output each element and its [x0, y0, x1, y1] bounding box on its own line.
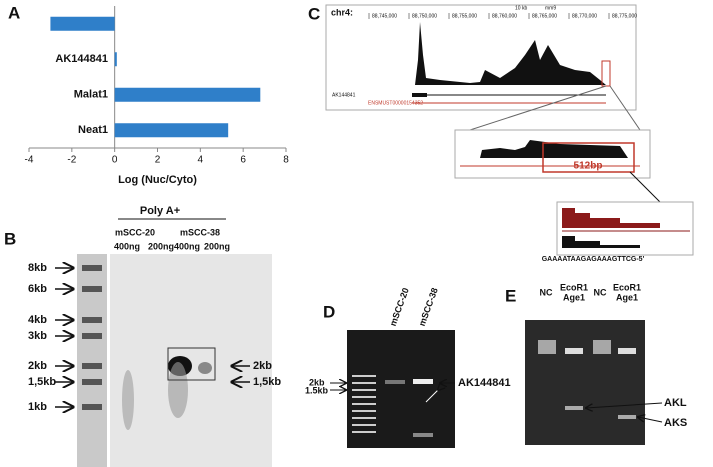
northern-blot [110, 254, 272, 467]
transcript-label: ENSMUST00000154352 [368, 100, 423, 106]
sample-label: mSCC-20 [115, 227, 155, 237]
bar [114, 123, 229, 138]
x-axis-label: Log (Nuc/Cyto) [118, 174, 197, 186]
panel-label: C [308, 4, 320, 23]
x-tick-label: 2 [155, 155, 161, 166]
y-tick-label: Neat1 [78, 124, 108, 136]
x-tick-label: 6 [240, 155, 246, 166]
agarose-gel [525, 320, 645, 445]
x-tick-label: 0 [112, 155, 118, 166]
y-tick-label: Malat1 [74, 89, 108, 101]
blot-smear [122, 370, 134, 430]
zoom-line [629, 171, 661, 203]
panel-d: D mSCC-20 mSCC-38 2kb 1.5kb AK144841 [305, 286, 511, 448]
x-tick-label: 4 [198, 155, 204, 166]
position-label: 88,750,000 [412, 13, 437, 19]
highlight-box [542, 142, 635, 173]
ladder-label: 1,5kb [28, 376, 56, 388]
bar [114, 52, 117, 67]
amount-label: 200ng [148, 241, 174, 251]
amount-label: 400ng [114, 241, 140, 251]
ladder-label: 4kb [28, 314, 47, 326]
genome-browser [325, 4, 637, 111]
lane-label: mSCC-38 [417, 286, 440, 327]
chrom-label: chr4: [331, 7, 353, 17]
band-label: AK144841 [458, 377, 511, 389]
x-tick-label: -4 [25, 155, 34, 166]
exon [412, 93, 427, 97]
gel-bands [538, 340, 636, 419]
panel-label: D [323, 302, 335, 321]
detail-track [562, 208, 660, 228]
blot-smear [168, 362, 188, 418]
zoom-line [609, 85, 641, 131]
band-label: AKS [664, 417, 687, 429]
ladder-label: 1kb [28, 401, 47, 413]
x-tick-label: 8 [283, 155, 289, 166]
panel-label: A [8, 3, 20, 22]
position-label: 88,745,000 [372, 13, 397, 19]
blot-band [198, 362, 212, 374]
sample-label: mSCC-38 [180, 227, 220, 237]
lane-label: Age1 [563, 292, 585, 302]
lane-label: NC [540, 287, 553, 297]
sequence-label: GAAAATAAGAGAAAGTTCG-5' [542, 256, 645, 263]
x-tick-label: -2 [67, 155, 76, 166]
panel-label: B [4, 229, 16, 248]
group-label: Poly A+ [140, 205, 180, 217]
position-label: 88,775,000 [612, 13, 637, 19]
band-label: AKL [664, 397, 687, 409]
gel-band [413, 433, 433, 437]
position-label: 88,755,000 [452, 13, 477, 19]
lane-label: Age1 [616, 292, 638, 302]
zoom-label: 512bp [574, 161, 603, 172]
ladder-bands [82, 265, 102, 410]
position-label: 88,760,000 [492, 13, 517, 19]
amount-label: 200ng [204, 241, 230, 251]
ladder-lane [77, 254, 107, 467]
panel-b: B Poly A+ mSCC-20 mSCC-38 400ng 200ng 40… [4, 205, 281, 467]
amount-label: 400ng [174, 241, 200, 251]
gene-label: AK144841 [332, 92, 356, 98]
lane-label: EcoR1 [560, 282, 588, 292]
position-label: 88,770,000 [572, 13, 597, 19]
bar [114, 87, 261, 102]
arrow [638, 417, 663, 423]
panel-label: E [505, 286, 516, 305]
zoom-coverage [480, 140, 628, 158]
ladder-label: 3kb [28, 330, 47, 342]
lane-label: EcoR1 [613, 282, 641, 292]
position-label: 88,765,000 [532, 13, 557, 19]
arrow [586, 402, 663, 408]
highlight-box [167, 347, 216, 381]
ladder-label: 6kb [28, 283, 47, 295]
ladder-bands [352, 375, 376, 433]
gel-band [385, 380, 405, 384]
marker-label: 2kb [309, 377, 325, 387]
scale-label: 10 kb [515, 5, 527, 11]
bar [50, 16, 115, 31]
arrow [425, 390, 438, 403]
lane-label: mSCC-20 [388, 286, 411, 327]
zoom-line [469, 85, 607, 131]
assembly-label: mm9 [545, 5, 556, 11]
panel-c: C chr4: 10 kb mm9 88,745,000 88,750,000 88… [308, 4, 694, 263]
marker-label: 1.5kb [305, 385, 329, 395]
detail-track [562, 236, 640, 248]
ladder-label: 8kb [28, 262, 47, 274]
y-tick-label: AK144841 [55, 53, 108, 65]
ladder-label: 2kb [28, 360, 47, 372]
lane-label: NC [594, 287, 607, 297]
coverage-track [415, 22, 606, 85]
band-label: 1,5kb [253, 376, 281, 388]
band-label: 2kb [253, 360, 272, 372]
gel-band [413, 379, 433, 384]
